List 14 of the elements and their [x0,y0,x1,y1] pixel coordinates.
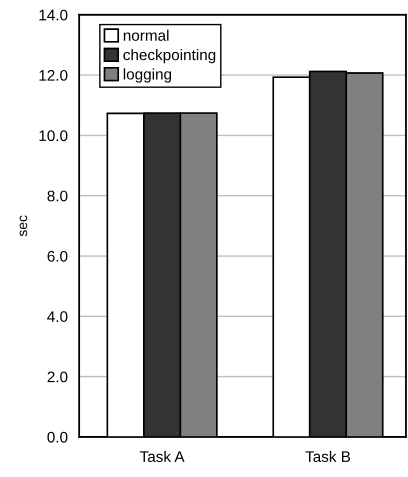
y-axis-title: sec [20,215,28,236]
x-tick-label: Task B [305,450,350,462]
y-tick-label: 6.0 [48,250,68,262]
y-tick-label: 0.0 [47,432,68,443]
y-tick-label: 10.0 [39,130,68,142]
x-tick-label: Task A [140,450,185,462]
legend-label: logging [124,68,172,83]
y-tick-label: 2.0 [48,371,68,382]
y-tick-label: 8.0 [47,190,68,202]
y-tick-label: 14.0 [39,10,68,20]
y-tick-label: 12.0 [39,70,68,81]
legend-label: checkpointing [123,49,216,64]
y-tick-label: 4.0 [47,311,68,322]
legend-label: normal [124,30,168,41]
